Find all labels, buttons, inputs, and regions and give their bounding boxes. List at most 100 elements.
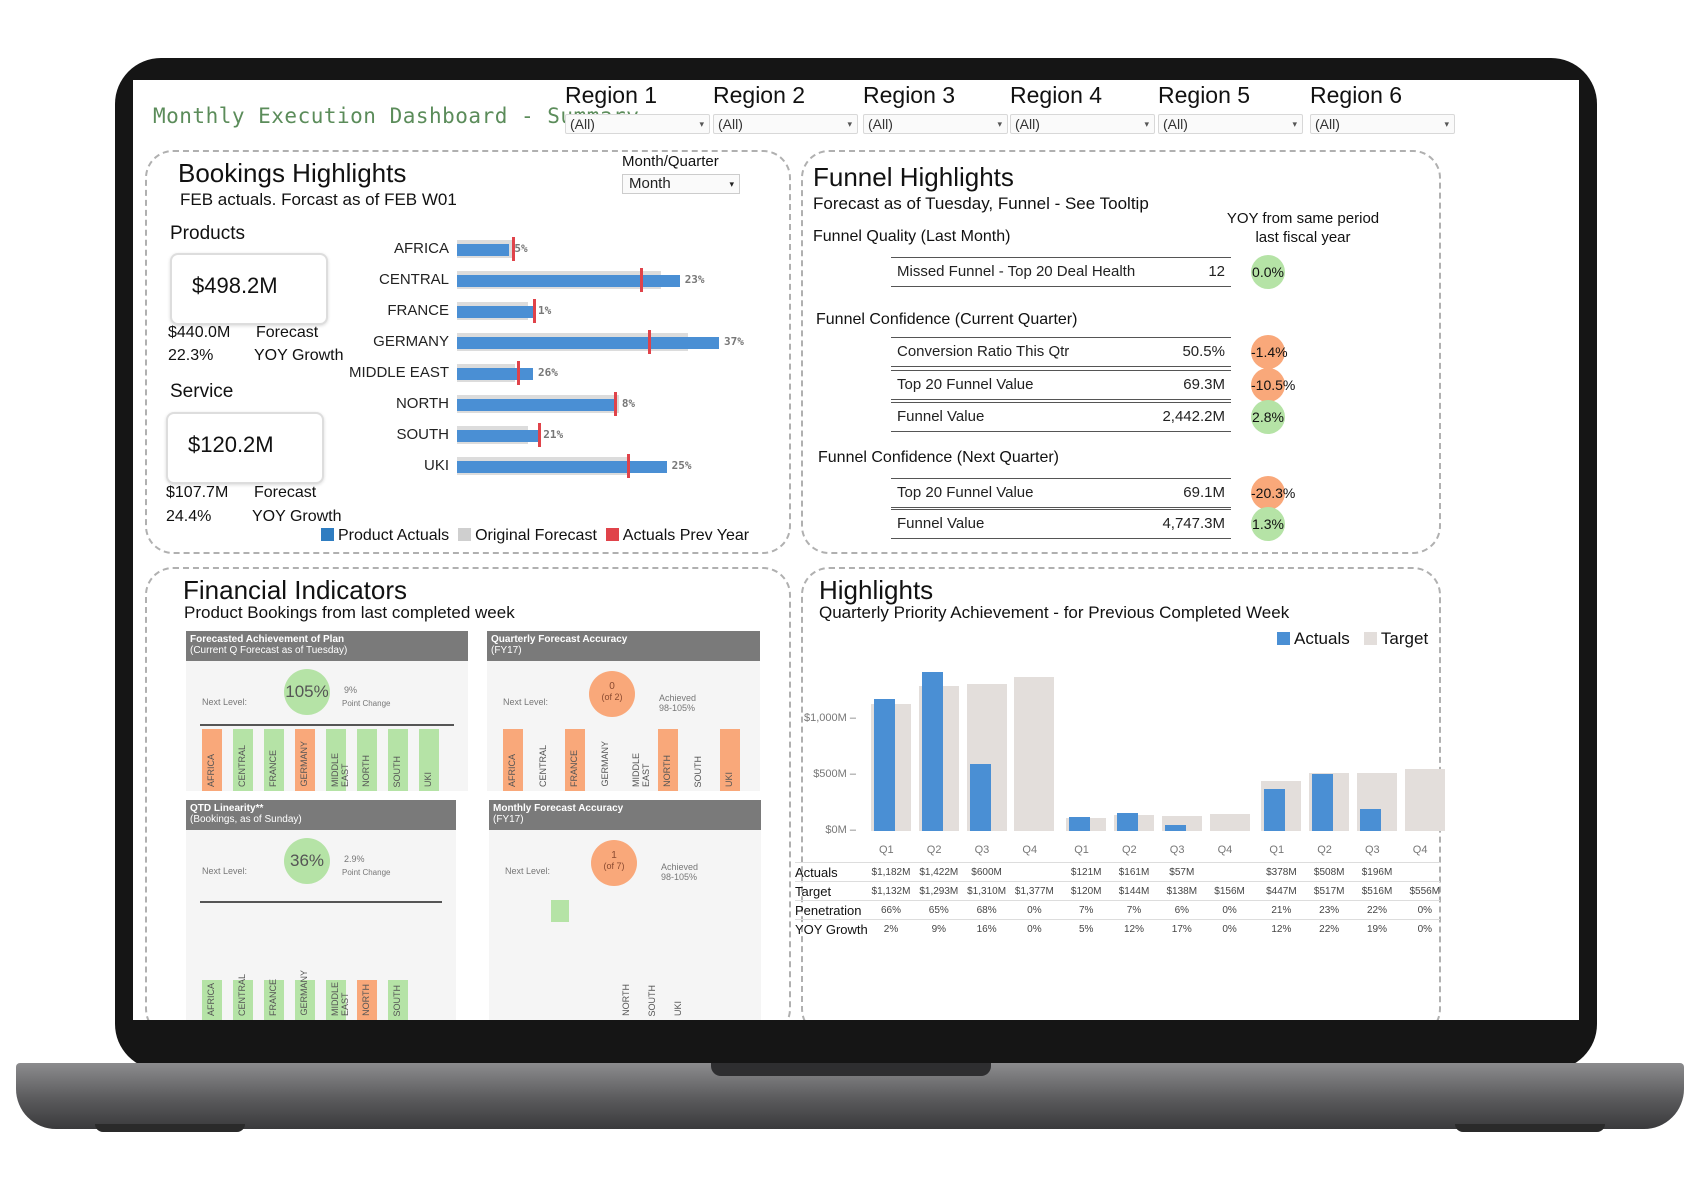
bar-value-label: 8% — [621, 397, 636, 410]
actual-bar — [1264, 788, 1286, 831]
funnel-next-title: Funnel Confidence (Next Quarter) — [818, 449, 1059, 466]
quarter-label: Q1 — [1074, 844, 1089, 856]
yoy-bubble: 1.3% — [1251, 507, 1285, 541]
region-select-value: (All) — [570, 116, 595, 132]
region-status-column: FRANCE — [264, 729, 284, 791]
region-status-column: NORTH — [658, 729, 678, 791]
actual-bar — [457, 275, 680, 287]
region-status-column: GERMANY — [295, 729, 315, 791]
region-column-label: FRANCE — [569, 749, 579, 787]
region-status-column: NORTH — [617, 980, 637, 1020]
region-select[interactable]: (All) ▾ — [1310, 114, 1455, 134]
region-select[interactable]: (All) ▾ — [565, 114, 710, 134]
y-axis-tick: $1,000M – — [804, 712, 856, 724]
region-column-label: GERMANY — [299, 970, 309, 1016]
achievement-circle: 105% — [284, 669, 330, 715]
chevron-down-icon: ▾ — [699, 119, 704, 129]
legend-swatch-prev-year — [605, 528, 619, 541]
region-select[interactable]: (All) ▾ — [863, 114, 1008, 134]
chevron-down-icon: ▾ — [729, 179, 734, 189]
funnel-current-title: Funnel Confidence (Current Quarter) — [816, 311, 1078, 328]
card-header: Quarterly Forecast Accuracy (FY17) — [487, 631, 760, 661]
products-forecast-label: Forecast — [256, 324, 319, 341]
region-select[interactable]: (All) ▾ — [713, 114, 858, 134]
financial-card-4: Monthly Forecast Accuracy (FY17) Next Leve… — [489, 800, 761, 1020]
bookings-panel — [145, 150, 791, 554]
table-cell: $508M — [1313, 867, 1345, 878]
table-cell: $1,293M — [919, 886, 959, 897]
region-filter-label: Region 1 — [565, 82, 658, 108]
dashboard-screen: Monthly Execution Dashboard - Summary Bo… — [133, 80, 1579, 1020]
region-select[interactable]: (All) ▾ — [1010, 114, 1155, 134]
actual-bar — [457, 368, 533, 380]
region-column-label: FRANCE — [268, 749, 278, 787]
service-growth-value: 24.4% — [166, 508, 212, 525]
achievement-value: 0 — [609, 681, 615, 692]
funnel-row-label: Conversion Ratio This Qtr — [897, 343, 1070, 360]
prev-year-marker — [512, 237, 516, 261]
service-forecast-label: Forecast — [254, 484, 317, 501]
bookings-subtitle: FEB actuals. Forcast as of FEB W01 — [180, 190, 457, 209]
region-select-value: (All) — [1163, 116, 1188, 132]
quarter-label: Q1 — [879, 844, 894, 856]
actual-bar — [1360, 809, 1381, 831]
target-bar — [1209, 813, 1250, 831]
yoy-bubble: -10.5% — [1251, 368, 1295, 402]
region-label: SOUTH — [396, 426, 450, 443]
funnel-row-label: Top 20 Funnel Value — [897, 484, 1034, 501]
table-cell: 7% — [1078, 905, 1094, 916]
yoy-bubble: 0.0% — [1251, 255, 1285, 289]
legend-hl-actuals: Actuals — [1294, 629, 1350, 648]
prev-year-marker — [517, 361, 521, 385]
financial-subtitle: Product Bookings from last completed wee… — [184, 603, 515, 622]
funnel-row-value: 12 — [1208, 263, 1225, 280]
card-header: Forecasted Achievement of Plan (Current Q… — [186, 631, 468, 661]
prev-year-marker — [648, 330, 652, 354]
funnel-row-label: Funnel Value — [897, 515, 985, 532]
region-column-label: NORTH — [662, 755, 672, 787]
table-cell: 65% — [928, 905, 949, 916]
funnel-row: Conversion Ratio This Qtr 50.5% — [891, 337, 1231, 367]
region-filter-label: Region 6 — [1310, 82, 1403, 108]
quarter-label: Q3 — [1365, 844, 1380, 856]
funnel-row: Missed Funnel - Top 20 Deal Health 12 — [891, 257, 1231, 287]
next-level-label: Next Level: — [505, 866, 551, 876]
table-cell: 68% — [976, 905, 997, 916]
period-value: Month — [629, 175, 671, 192]
region-column-label: SOUTH — [693, 755, 703, 788]
y-axis-tick: $500M – — [813, 768, 856, 780]
card-title: QTD Linearity** — [190, 803, 264, 814]
region-status-column: GERMANY — [295, 970, 315, 1020]
bar-value-label: 23% — [684, 273, 705, 286]
prev-year-marker — [538, 423, 542, 447]
region-filter-3: Region 3 (All) ▾ — [863, 80, 1013, 140]
actual-bar — [457, 399, 617, 411]
region-status-column: AFRICA — [202, 729, 222, 791]
region-label: MIDDLE EAST — [348, 364, 449, 381]
table-cell: 19% — [1366, 924, 1387, 935]
region-filter-6: Region 6 (All) ▾ — [1310, 80, 1460, 140]
period-select[interactable]: Month ▾ — [622, 174, 740, 194]
prev-year-marker — [614, 392, 618, 416]
table-row-label: Target — [795, 884, 832, 899]
region-label: NORTH — [395, 395, 449, 412]
table-cell: $138M — [1166, 886, 1198, 897]
card-header: QTD Linearity** (Bookings, as of Sunday) — [186, 800, 456, 830]
achieved-range: 98-105% — [659, 703, 696, 713]
next-level-label: Next Level: — [503, 697, 549, 707]
quarter-label: Q4 — [1412, 844, 1428, 856]
region-column-label: SOUTH — [392, 755, 402, 788]
target-bar — [1404, 768, 1445, 831]
region-select[interactable]: (All) ▾ — [1158, 114, 1303, 134]
table-cell: $1,377M — [1014, 886, 1054, 897]
funnel-row: Funnel Value 4,747.3M — [891, 509, 1231, 539]
point-change-label: Point Change — [342, 699, 391, 708]
region-column-label: MIDDLE EAST — [330, 752, 350, 787]
table-cell: 0% — [1417, 924, 1433, 935]
bar-value-label: 25% — [671, 459, 692, 472]
table-cell: $144M — [1118, 886, 1150, 897]
yoy-bubble: 2.8% — [1251, 400, 1285, 434]
region-status-column: NORTH — [357, 729, 377, 791]
region-column-label: NORTH — [361, 755, 371, 787]
laptop-foot-right — [1455, 1124, 1605, 1132]
